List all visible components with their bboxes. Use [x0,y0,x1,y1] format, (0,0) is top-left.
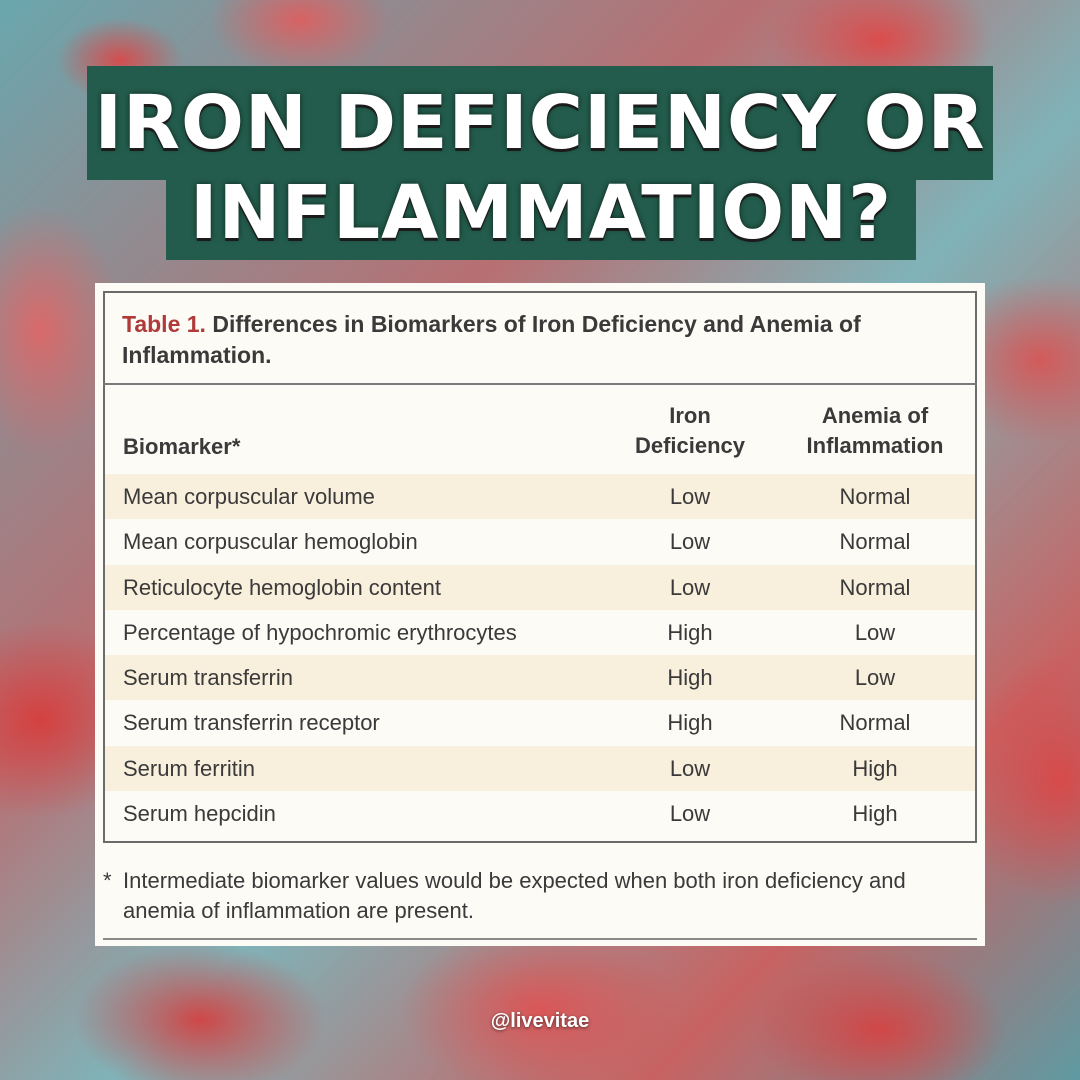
header-iron-deficiency: Iron Deficiency [615,401,765,461]
cell-biomarker: Serum hepcidin [123,801,276,827]
footnote-marker: * [103,868,112,893]
cell-iron-deficiency: Low [669,801,711,827]
cell-biomarker: Serum transferrin [123,665,293,691]
header-iron-line2: Deficiency [634,433,746,458]
header-anemia-line1: Anemia of [821,403,929,428]
cell-biomarker: Reticulocyte hemoglobin content [123,574,441,600]
table-row: Percentage of hypochromic erythrocytes H… [105,610,975,655]
table-card: Table 1. Differences in Biomarkers of Ir… [95,283,985,946]
table-row: Mean corpuscular hemoglobin Low Normal [105,519,975,564]
header-biomarker: Biomarker* [123,434,241,459]
header-anemia-line2: Inflammation [806,433,944,458]
caption-divider [103,383,977,385]
caption-label: Table 1. [122,311,206,337]
social-handle: @livevitae [490,1010,590,1032]
cell-iron-deficiency: High [667,619,713,645]
cell-biomarker: Serum transferrin receptor [123,710,380,736]
cell-anemia-of-inflammation: Low [854,665,896,691]
bottom-rule [103,938,977,940]
table-row: Serum hepcidin Low High [105,791,975,836]
header-iron-line1: Iron [669,403,711,428]
cell-iron-deficiency: Low [669,574,711,600]
table-row: Serum ferritin Low High [105,745,975,792]
table-caption: Table 1. Differences in Biomarkers of Ir… [122,309,882,371]
caption-text: Differences in Biomarkers of Iron Defici… [122,311,861,368]
header-anemia-of-inflammation: Anemia of Inflammation [785,401,965,461]
cell-biomarker: Mean corpuscular hemoglobin [123,529,418,555]
footnote-text: Intermediate biomarker values would be e… [123,868,906,923]
table-footnote: * Intermediate biomarker values would be… [103,866,973,926]
table-frame [103,291,977,843]
cell-iron-deficiency: Low [669,529,711,555]
cell-anemia-of-inflammation: High [852,801,898,827]
table-body: Mean corpuscular volume Low Normal Mean … [105,474,975,836]
cell-anemia-of-inflammation: Low [854,619,896,645]
cell-iron-deficiency: Low [669,755,711,781]
table-row: Mean corpuscular volume Low Normal [105,474,975,520]
cell-anemia-of-inflammation: Normal [839,484,911,509]
table-row: Serum transferrin receptor High Normal [105,700,975,745]
cell-iron-deficiency: High [667,665,713,691]
title-line-1: IRON DEFICIENCY OR [87,66,993,180]
cell-anemia-of-inflammation: Normal [839,710,911,736]
table-row: Serum transferrin High Low [105,655,975,701]
cell-anemia-of-inflammation: Normal [839,529,911,555]
cell-iron-deficiency: Low [669,484,711,509]
cell-biomarker: Percentage of hypochromic erythrocytes [123,619,517,645]
cell-iron-deficiency: High [667,710,713,736]
cell-biomarker: Mean corpuscular volume [123,484,375,509]
cell-anemia-of-inflammation: Normal [839,574,911,600]
title-line-2: INFLAMMATION? [166,168,916,260]
table-row: Reticulocyte hemoglobin content Low Norm… [105,564,975,610]
cell-anemia-of-inflammation: High [852,755,898,781]
cell-biomarker: Serum ferritin [123,755,256,781]
